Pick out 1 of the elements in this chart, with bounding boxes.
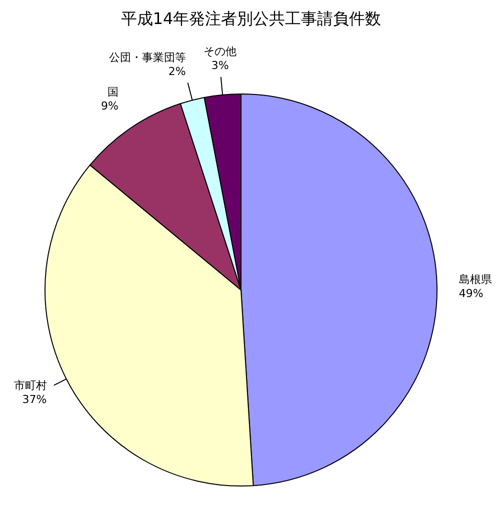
title: 平成14年発注者別公共工事請負件数 xyxy=(120,9,382,28)
